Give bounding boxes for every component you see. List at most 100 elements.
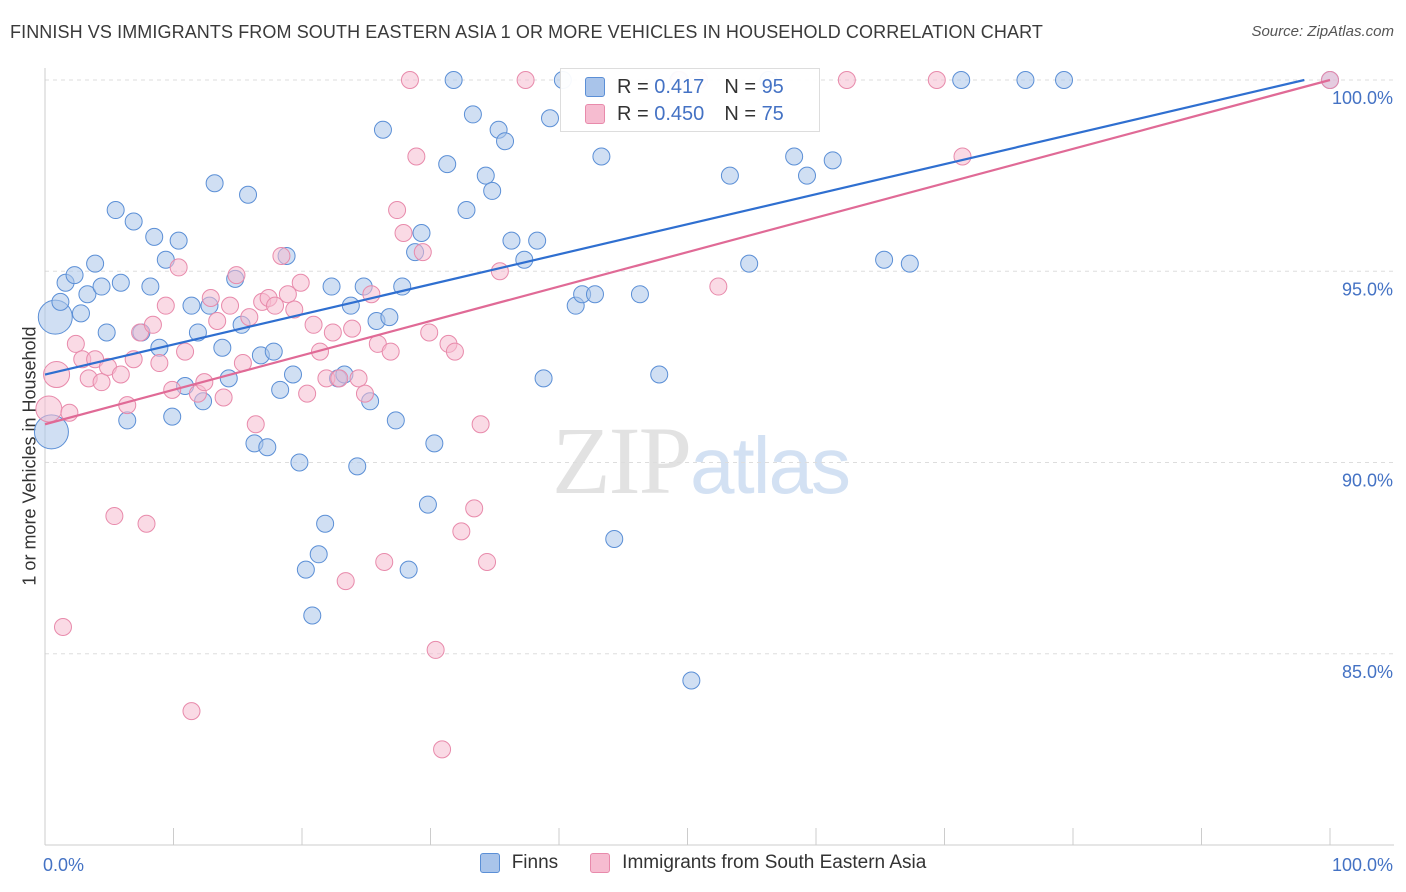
immigrants-point — [433, 740, 452, 759]
finns-point — [585, 285, 604, 304]
finns-point — [682, 671, 701, 690]
y-tick-label: 100.0% — [1332, 88, 1393, 108]
finns-point — [309, 545, 328, 564]
immigrants-point — [150, 354, 169, 373]
immigrants-point — [221, 296, 240, 315]
immigrants-swatch — [590, 853, 611, 873]
immigrants-point — [92, 373, 111, 392]
immigrants-point — [407, 147, 426, 166]
finns-point — [515, 250, 534, 269]
finns-point — [71, 304, 90, 323]
immigrants-point — [66, 334, 85, 353]
immigrants-point — [420, 323, 439, 342]
finns-point — [169, 231, 188, 250]
finns-point — [341, 296, 360, 315]
finns-point — [438, 155, 457, 174]
watermark: ZIPatlas — [552, 405, 851, 516]
immigrants-swatch — [585, 104, 605, 124]
immigrants-point — [156, 296, 175, 315]
legend-item-immigrants: Immigrants from South Eastern Asia — [590, 852, 926, 874]
finns-point — [145, 227, 164, 246]
finns-point — [264, 342, 283, 361]
immigrants-point — [355, 384, 374, 403]
immigrants-point — [516, 71, 535, 89]
immigrants-point — [298, 384, 317, 403]
immigrants-point — [182, 702, 201, 721]
finns-point — [373, 120, 392, 139]
finns-point — [78, 285, 97, 304]
legend-r-label: R = — [617, 102, 655, 125]
legend-row-finns: R = 0.417 N = 95 — [585, 74, 784, 100]
immigrants-point — [43, 361, 71, 389]
immigrants-trend-line — [44, 78, 1331, 426]
watermark-atlas: atlas — [690, 421, 851, 510]
finns-point — [239, 185, 258, 204]
finns-point — [163, 407, 182, 426]
finns-point — [284, 365, 303, 384]
immigrants-point — [111, 365, 130, 384]
immigrants-point — [137, 514, 156, 533]
finns-point — [290, 453, 309, 472]
immigrants-point — [381, 342, 400, 361]
finns-point — [348, 457, 367, 476]
finns-point — [528, 231, 547, 250]
y-tick-label: 85.0% — [1342, 662, 1393, 682]
finns-point — [418, 495, 437, 514]
legend-n-label: N = — [724, 75, 762, 98]
y-tick-label: 90.0% — [1342, 471, 1393, 491]
finns-point — [111, 273, 130, 292]
watermark-zip: ZIP — [552, 407, 692, 514]
immigrants-point — [375, 552, 394, 571]
immigrants-point — [490, 262, 509, 281]
immigrants-point — [426, 640, 445, 659]
x-tick-label: 0.0% — [43, 855, 84, 875]
finns-point — [258, 438, 277, 457]
immigrants-point — [214, 388, 233, 407]
finns-point — [92, 277, 111, 296]
finns-point — [380, 308, 399, 327]
immigrants-point — [471, 415, 490, 434]
immigrants-point — [336, 572, 355, 591]
legend-r-label: R = — [617, 75, 655, 98]
immigrants-point — [272, 246, 291, 265]
finns-point — [534, 369, 553, 388]
finns-point — [213, 338, 232, 357]
finns-point — [97, 323, 116, 342]
finns-point — [798, 166, 817, 185]
immigrants-point — [478, 552, 497, 571]
immigrants-point — [118, 396, 137, 415]
finns-swatch — [479, 853, 500, 873]
immigrants-point — [240, 308, 259, 327]
legend-row-immigrants: R = 0.450 N = 75 — [585, 101, 784, 127]
immigrants-point — [343, 319, 362, 338]
legend-r-value: 0.417 — [654, 75, 705, 98]
finns-point — [444, 71, 463, 89]
finns-point — [605, 530, 624, 548]
finns-point — [720, 166, 739, 185]
finns-point — [496, 132, 515, 151]
finns-point — [412, 224, 431, 242]
legend-n-value: 75 — [761, 102, 784, 125]
finns-point — [124, 212, 143, 231]
immigrants-point — [169, 258, 188, 277]
correlation-legend: R = 0.417 N = 95 R = 0.450 N = 75 — [560, 68, 820, 132]
x-tick-label: 100.0% — [1332, 855, 1393, 875]
immigrants-point — [330, 369, 349, 388]
immigrants-point — [227, 266, 246, 285]
immigrants-point — [266, 296, 285, 315]
finns-point — [205, 174, 224, 193]
immigrants-point — [465, 499, 484, 518]
finns-swatch — [585, 77, 605, 97]
finns-point — [399, 560, 418, 579]
immigrants-point — [709, 277, 728, 296]
finns-point — [65, 266, 84, 285]
finns-point — [141, 277, 160, 296]
finns-point — [51, 292, 70, 311]
legend-label-immigrants: Immigrants from South Eastern Asia — [622, 852, 927, 873]
immigrants-point — [452, 522, 471, 541]
finns-point — [86, 254, 105, 273]
immigrants-point — [53, 617, 72, 636]
finns-point — [875, 250, 894, 269]
finns-trend-line — [44, 78, 1305, 376]
